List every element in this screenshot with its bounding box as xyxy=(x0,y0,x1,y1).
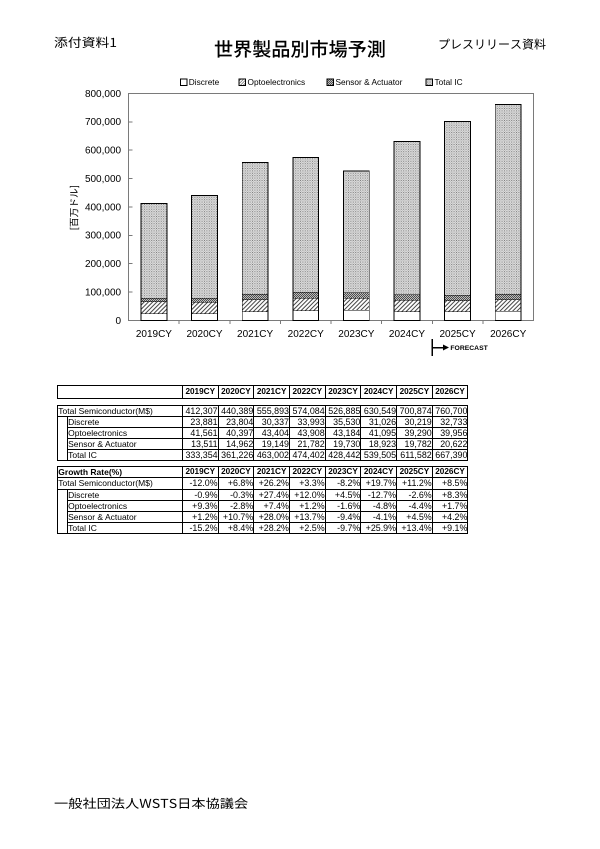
svg-text:Total IC: Total IC xyxy=(435,77,463,87)
svg-text:800,000: 800,000 xyxy=(85,89,122,100)
svg-text:100,000: 100,000 xyxy=(85,288,122,299)
svg-text:2025CY: 2025CY xyxy=(440,329,476,340)
svg-text:500,000: 500,000 xyxy=(85,174,122,185)
svg-text:2020CY: 2020CY xyxy=(186,329,222,340)
svg-text:600,000: 600,000 xyxy=(85,146,122,157)
svg-text:700,000: 700,000 xyxy=(85,117,122,128)
svg-text:0: 0 xyxy=(116,316,122,327)
svg-text:Discrete: Discrete xyxy=(189,77,220,87)
svg-text:Sensor & Actuator: Sensor & Actuator xyxy=(336,77,403,87)
svg-text:Optoelectronics: Optoelectronics xyxy=(248,77,306,87)
svg-text:2026CY: 2026CY xyxy=(490,329,526,340)
svg-text:FORECAST: FORECAST xyxy=(450,345,488,352)
svg-text:2022CY: 2022CY xyxy=(288,329,324,340)
svg-text:300,000: 300,000 xyxy=(85,231,122,242)
svg-text:400,000: 400,000 xyxy=(85,202,122,213)
svg-text:2023CY: 2023CY xyxy=(338,329,374,340)
svg-text:200,000: 200,000 xyxy=(85,259,122,270)
svg-text:2019CY: 2019CY xyxy=(136,329,172,340)
svg-text:2024CY: 2024CY xyxy=(389,329,425,340)
svg-text:2021CY: 2021CY xyxy=(237,329,273,340)
